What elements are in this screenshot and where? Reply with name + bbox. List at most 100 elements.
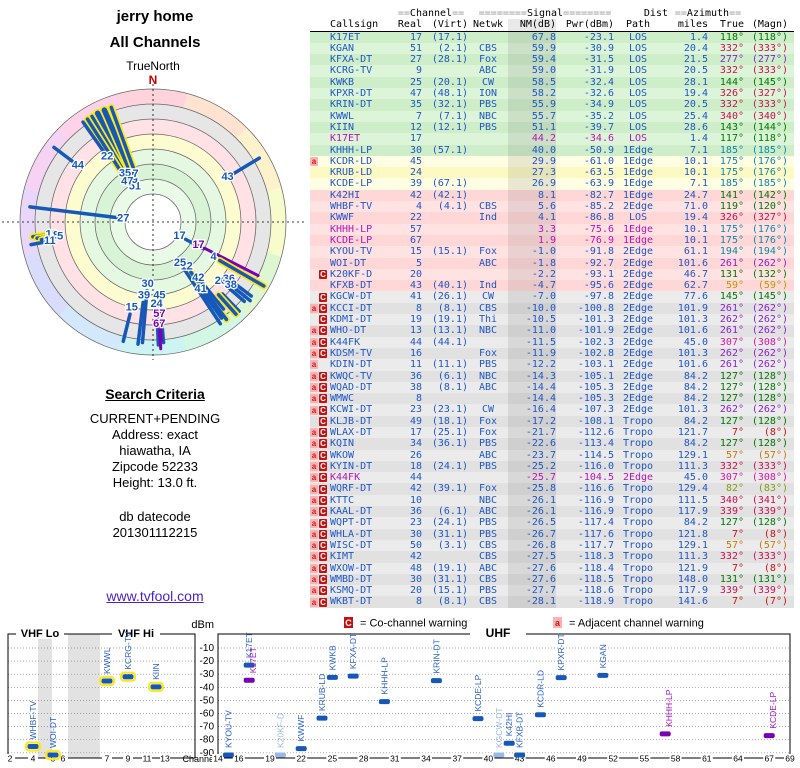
radar-channel-label: 8	[53, 230, 59, 242]
table-row: KPXR-DT 47 (48.1) ION 58.2 -32.6 LOS 19.4 326° (3…	[310, 88, 794, 100]
cell-cs: KRIN-DT	[330, 99, 373, 111]
cell-tr: 127°	[719, 370, 744, 382]
cell-cs: KCDE-LP	[330, 178, 373, 190]
cell-ma: (340°)	[751, 110, 788, 122]
radar-channel-label: 20	[215, 275, 227, 287]
co-channel-warning-badge: C	[319, 394, 327, 404]
cell-re: 36	[409, 370, 422, 382]
cell-ma: (333°)	[751, 460, 788, 472]
cell-cs: WOI-DT	[330, 257, 367, 269]
cell-nm: 40.0	[508, 144, 556, 156]
table-row: a C KDSM-TV 16 Fox -11.9 -102.8 2Edge 101.3 262° (…	[310, 347, 794, 360]
cell-ne: Fox	[478, 483, 498, 495]
cell-nm: -10.0	[508, 302, 556, 315]
cell-pw: -92.7	[583, 257, 614, 269]
cell-pw: -117.4	[577, 517, 614, 529]
cell-pw: -39.7	[583, 121, 614, 133]
y-tick: -60	[200, 709, 215, 720]
co-channel-warning-badge: C	[319, 439, 327, 449]
cell-pw: -107.3	[577, 404, 614, 416]
cell-vi: (15.1)	[431, 246, 468, 258]
cell-tr: 127°	[719, 393, 744, 405]
cell-ma: (128°)	[751, 415, 788, 427]
cell-tr: 7°	[731, 562, 744, 574]
cell-pa: Tropo	[622, 539, 654, 551]
cell-ma: (145°)	[751, 291, 788, 303]
station-label: KCDE-LP	[473, 674, 483, 711]
signal-marker	[122, 674, 134, 680]
signal-marker	[430, 678, 442, 684]
cell-re: 13	[409, 325, 422, 337]
cell-re: 45	[409, 155, 422, 167]
table-row: a C WQPT-DT 23 (24.1) PBS -26.5 -117.4 Tropo 84.2…	[310, 517, 794, 529]
cell-re: 42	[409, 189, 422, 201]
cell-pw: -114.5	[577, 449, 614, 461]
radar-spoke	[52, 145, 75, 163]
co-channel-warning-badge: C	[319, 462, 327, 472]
cell-cs: KSMQ-DT	[330, 585, 373, 597]
cell-cs: KQIN	[330, 438, 355, 450]
adjacent-warning-badge: a	[310, 326, 318, 336]
co-channel-warning-badge: C	[319, 269, 327, 279]
cell-nm: -10.5	[508, 314, 556, 326]
badge-spacer	[319, 67, 327, 76]
station-label: WHBF-TV	[28, 700, 38, 739]
cell-ma: (262°)	[751, 257, 788, 269]
cell-cs: KPXR-DT	[330, 88, 373, 100]
cell-vi: (67.1)	[431, 178, 468, 190]
cell-tr: 340°	[719, 110, 744, 122]
cell-pa: 1Edge	[622, 234, 654, 246]
cell-ne: CW	[481, 76, 495, 88]
cell-pa: LOS	[628, 31, 648, 43]
cell-pw: -35.2	[583, 110, 614, 122]
cell-cs: WXOW-DT	[330, 562, 373, 574]
cell-ne: CBS	[478, 42, 498, 54]
cell-vi	[422, 224, 468, 235]
search-criteria-line: CURRENT+PENDING	[89, 411, 221, 426]
cell-cs: KDMI-DT	[330, 314, 373, 326]
cell-cs: WHBF-TV	[330, 201, 373, 213]
cell-re: 44	[409, 336, 422, 348]
signal-marker	[514, 752, 526, 758]
cell-mi: 84.2	[683, 370, 708, 382]
cell-cs: KHHH-LP	[330, 223, 373, 235]
co-channel-warning-badge: C	[319, 563, 327, 573]
cell-re: 30	[409, 144, 422, 156]
cell-mi: 20.4	[683, 42, 708, 54]
cell-re: 57	[409, 223, 422, 235]
adjacent-warning-badge: a	[310, 518, 318, 528]
cell-mi: 10.1	[683, 223, 708, 235]
cell-vi: (31.1)	[431, 573, 468, 585]
x-tick: 69	[785, 754, 795, 764]
cell-mi: 1.4	[689, 133, 708, 145]
cell-nm: 58.5	[508, 76, 556, 89]
cell-pa: 2Edge	[622, 201, 654, 213]
cell-vi	[422, 156, 468, 167]
search-criteria-line: Address: exact	[112, 427, 198, 442]
cell-ma: (120°)	[751, 201, 788, 213]
cell-tr: 340°	[719, 494, 744, 506]
radar-spoke	[109, 105, 135, 170]
radar-channel-label: 19	[46, 228, 58, 240]
signal-marker	[472, 716, 484, 722]
cell-cs: K44FK	[330, 336, 361, 348]
cell-cs: WLAX-DT	[330, 426, 373, 438]
cell-mi: 141.6	[677, 596, 708, 608]
station-label: KCDR-LD	[535, 670, 545, 708]
y-tick: -70	[200, 722, 215, 733]
cell-tr: 262°	[719, 347, 744, 359]
cell-tr: 57°	[725, 449, 744, 461]
cell-vi: (44.1)	[431, 336, 468, 348]
cell-pw: -86.8	[583, 212, 614, 224]
cell-cs: WQAD-DT	[330, 381, 373, 393]
cell-ma: (57°)	[757, 539, 788, 551]
cell-re: 16	[409, 347, 422, 359]
vhf-hi-title: VHF Hi	[118, 628, 154, 640]
tvfool-link[interactable]: www.tvfool.com	[106, 588, 204, 604]
table-row: WHBF-TV 4 (4.1) CBS 5.6 -85.2 2Edge 71.0 119° (12…	[310, 201, 794, 213]
badge-spacer	[310, 236, 318, 245]
cell-ne: CBS	[478, 201, 498, 213]
cell-tr: 339°	[719, 506, 744, 518]
cell-nm: -28.1	[508, 596, 556, 608]
cell-nm: -1.8	[508, 257, 556, 269]
